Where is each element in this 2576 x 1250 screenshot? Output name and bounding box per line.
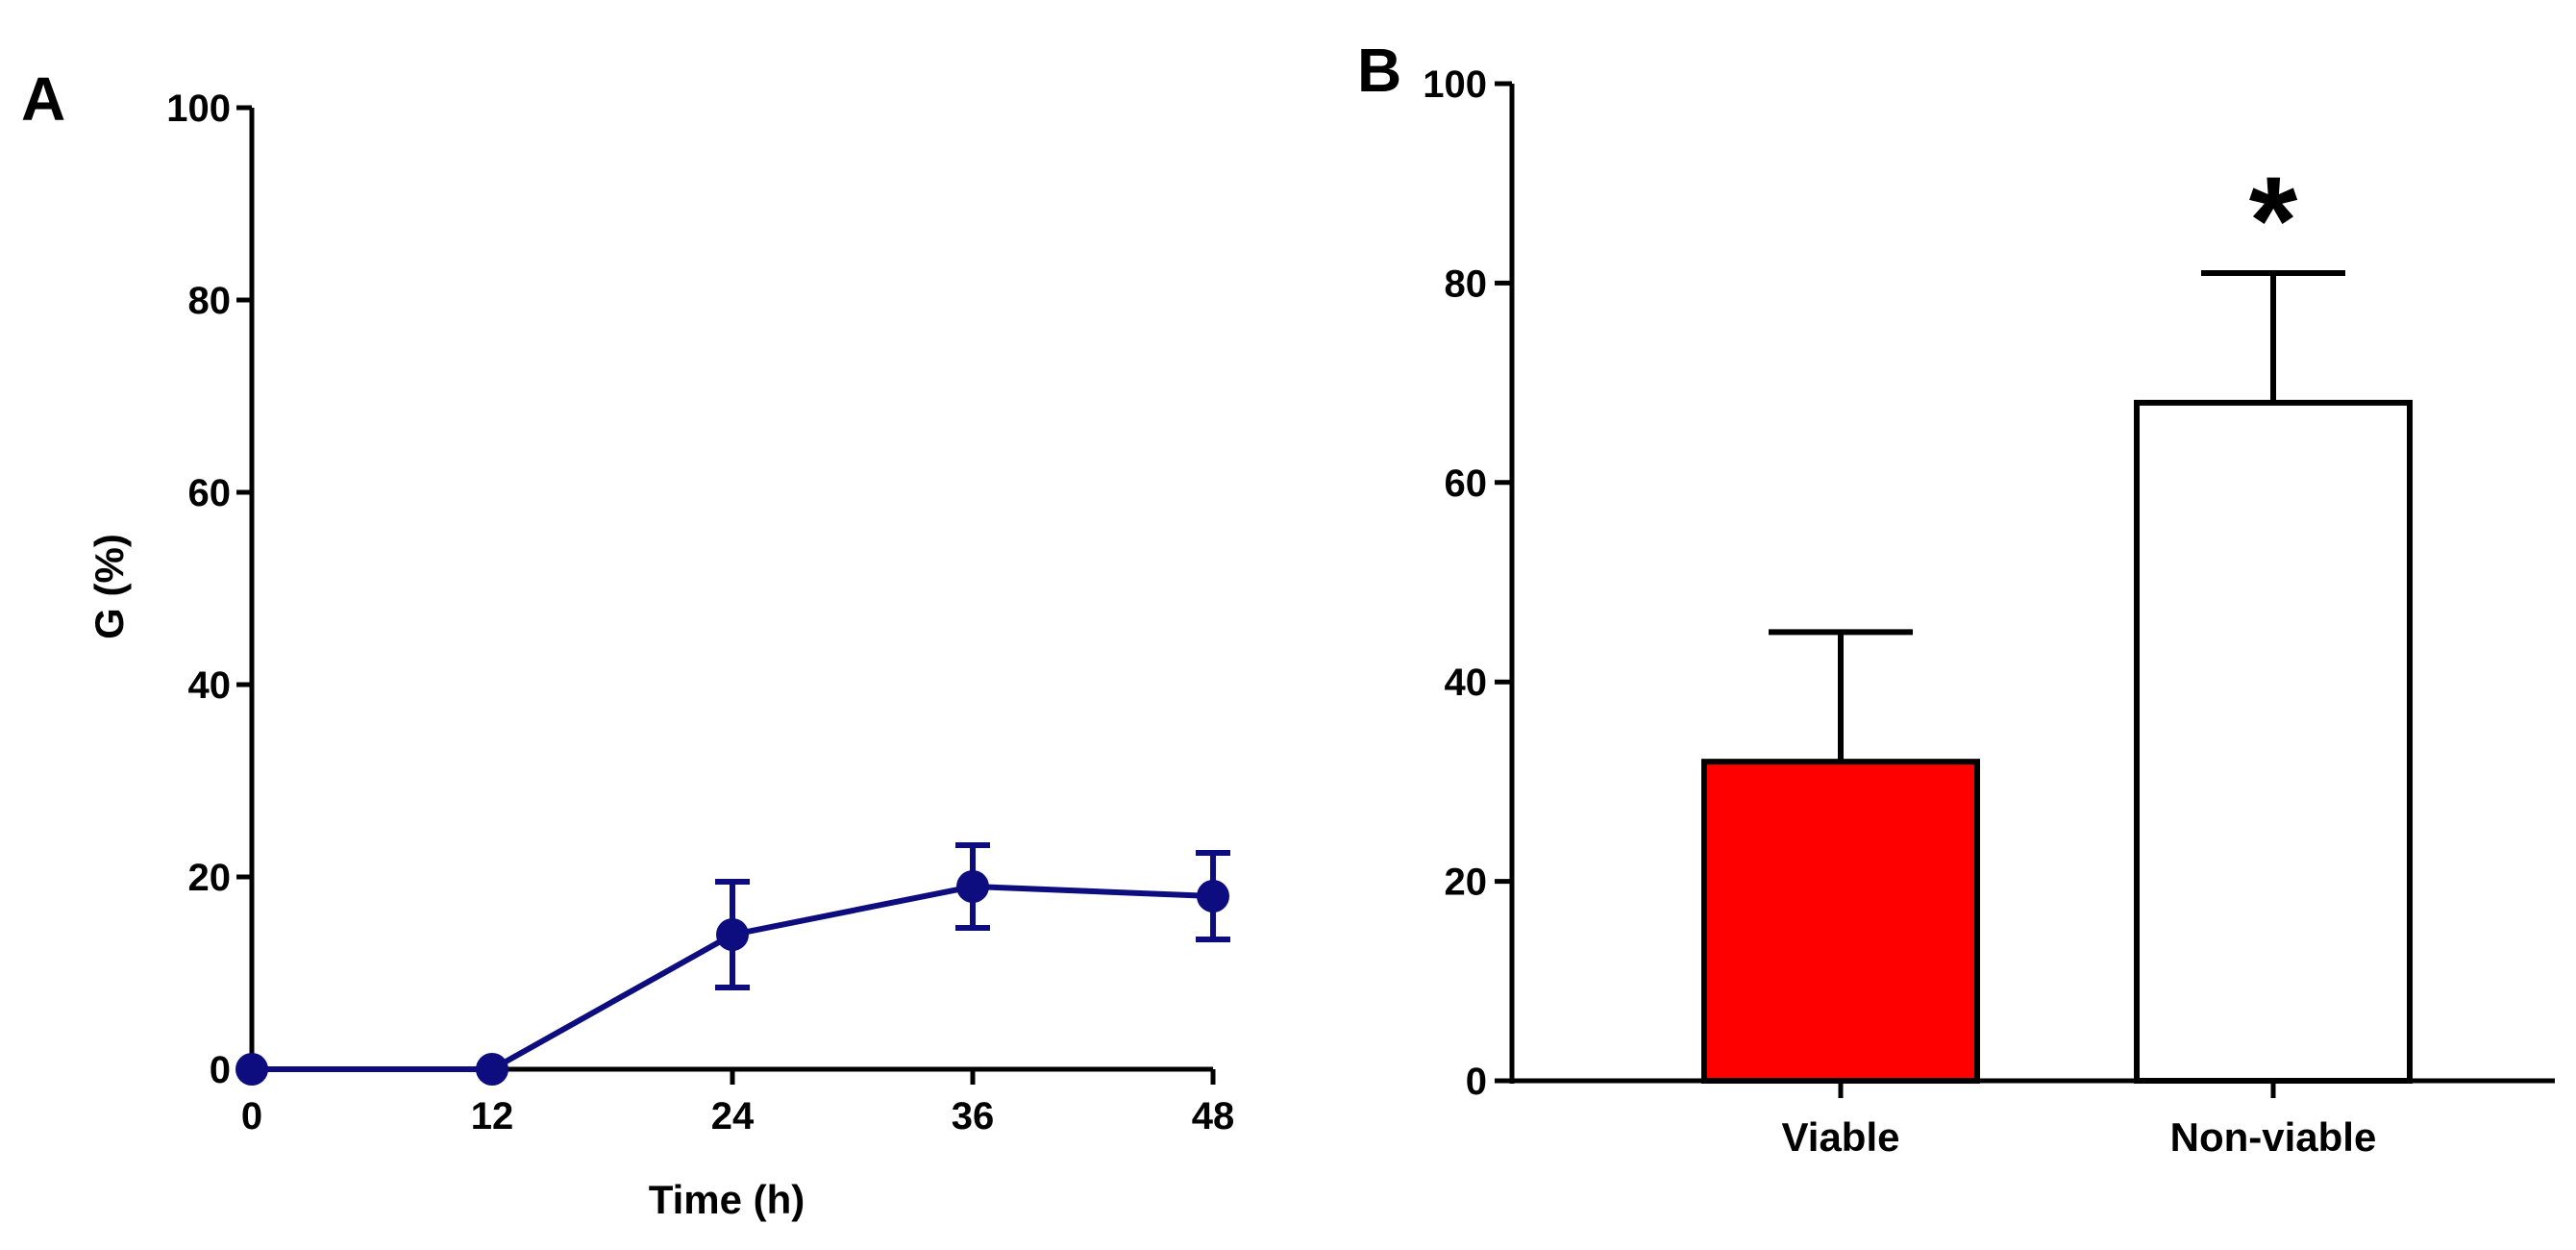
a-x-tick-label: 36 xyxy=(952,1095,995,1138)
b-significance-annotation: * xyxy=(2249,150,2298,290)
a-y-tick-label: 0 xyxy=(210,1049,231,1091)
a-data-point xyxy=(1197,880,1229,912)
panel-a-x-axis-label: Time (h) xyxy=(649,1177,805,1222)
a-x-tick-label: 24 xyxy=(711,1095,755,1138)
b-y-tick-label: 0 xyxy=(1466,1061,1487,1103)
b-y-tick-label: 80 xyxy=(1445,262,1488,305)
b-x-tick-label: Non-viable xyxy=(2170,1114,2377,1160)
panel-a: A G (%) Time (h) 0 20 40 60 80 100 0 12 24 36 48 xyxy=(21,64,1234,1222)
panel-a-plot xyxy=(235,842,1230,1086)
a-data-point xyxy=(476,1053,508,1086)
a-y-tick-label: 20 xyxy=(188,857,232,899)
panel-b-plot: * xyxy=(1701,150,2413,1084)
b-y-tick-label: 100 xyxy=(1423,63,1487,106)
a-data-point xyxy=(235,1053,268,1086)
panel-a-y-axis-label: G (%) xyxy=(87,534,132,639)
a-data-point xyxy=(956,870,989,903)
panel-a-label: A xyxy=(21,64,65,134)
a-y-tick-label: 80 xyxy=(188,280,232,322)
b-y-tick-label: 40 xyxy=(1445,662,1488,704)
a-x-tick-label: 0 xyxy=(241,1095,262,1138)
a-x-tick-label: 48 xyxy=(1192,1095,1235,1138)
panel-b-label: B xyxy=(1357,36,1401,105)
b-bar xyxy=(1701,759,1980,1084)
b-y-tick-label: 60 xyxy=(1445,462,1488,505)
a-y-tick-label: 60 xyxy=(188,472,232,514)
b-bar xyxy=(2134,399,2413,1084)
a-data-point xyxy=(716,918,749,951)
panel-a-axes: 0 20 40 60 80 100 0 12 24 36 48 xyxy=(166,88,1234,1138)
b-y-tick-label: 20 xyxy=(1445,862,1488,904)
a-x-tick-label: 12 xyxy=(471,1095,514,1138)
a-y-tick-label: 40 xyxy=(188,664,232,707)
a-y-tick-label: 100 xyxy=(166,88,231,130)
panel-b: B 0 20 40 60 80 100 Viable Non-viable * xyxy=(1357,36,2555,1160)
b-x-tick-label: Viable xyxy=(1782,1114,1900,1160)
